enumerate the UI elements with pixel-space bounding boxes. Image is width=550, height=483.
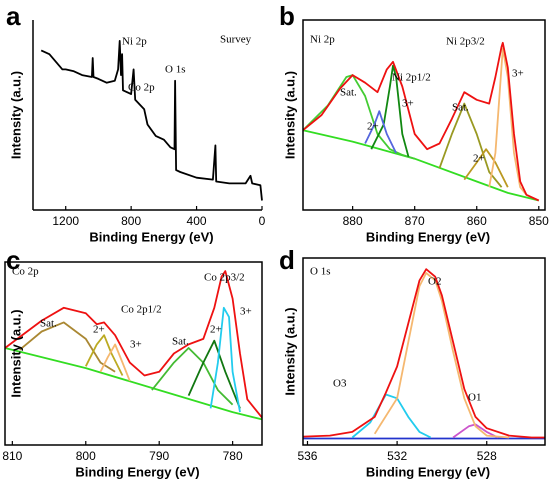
x-tick-label: 0	[259, 214, 266, 228]
annotation: Ni 2p	[122, 36, 147, 48]
plot-frame	[302, 257, 546, 446]
spectrum-line	[84, 334, 124, 376]
annotation: Ni 2p	[310, 34, 335, 46]
y-axis-label: Intensity (a.u.)	[282, 307, 297, 395]
spectrum-line	[151, 347, 234, 406]
panel-letter: c	[6, 245, 20, 275]
annotation: 3+	[130, 339, 142, 351]
annotation: Sat.	[172, 336, 189, 348]
x-tick-label: 850	[529, 214, 549, 228]
x-tick-label: 880	[343, 214, 363, 228]
x-tick-label: 800	[121, 214, 141, 228]
spectrum-line	[302, 41, 540, 202]
annotation: 2+	[93, 324, 105, 336]
x-axis-label: Binding Energy (eV)	[75, 464, 199, 479]
spectrum-line	[187, 339, 241, 409]
spectrum-line	[302, 268, 545, 439]
x-tick-label: 536	[297, 449, 317, 463]
annotation: O 1s	[165, 64, 185, 76]
x-tick-label: 780	[223, 449, 243, 463]
panel-letter: d	[279, 245, 295, 275]
y-axis-label: Intensity (a.u.)	[282, 71, 297, 159]
x-tick-label: 528	[477, 449, 497, 463]
x-tick-label: 810	[2, 449, 22, 463]
annotation: O 1s	[310, 266, 330, 278]
annotation: 2+	[367, 121, 379, 133]
x-axis-label: Binding Energy (eV)	[366, 464, 490, 479]
x-tick-label: 790	[149, 449, 169, 463]
x-tick-label: 860	[467, 214, 487, 228]
spectrum-line	[351, 393, 432, 439]
spectrum-line	[40, 40, 263, 201]
annotation: Survey	[220, 34, 252, 46]
spectrum-line	[373, 272, 510, 439]
annotation: O3	[333, 378, 347, 390]
annotation: Sat.	[452, 102, 469, 114]
x-tick-label: 400	[187, 214, 207, 228]
annotation: 2+	[473, 153, 485, 165]
annotation: 3+	[402, 98, 414, 110]
spectrum-line	[302, 129, 540, 202]
annotation: 3+	[512, 68, 524, 80]
plot-frame	[302, 19, 546, 211]
x-tick-label: 1200	[52, 214, 79, 228]
x-tick-label: 532	[387, 449, 407, 463]
annotation: O1	[468, 392, 481, 404]
annotation: Co 2p3/2	[204, 272, 245, 284]
x-tick-label: 800	[76, 449, 96, 463]
y-axis-label: Intensity (a.u.)	[8, 309, 23, 397]
x-tick-label: 870	[405, 214, 425, 228]
annotation: Co 2p	[128, 82, 155, 94]
plot-frame	[4, 261, 263, 446]
spectrum-line	[4, 270, 263, 419]
spectrum-line	[364, 110, 397, 154]
x-axis-label: Binding Energy (eV)	[366, 229, 490, 244]
annotation: Sat.	[40, 318, 57, 330]
spectrum-line	[209, 306, 241, 413]
annotation: Co 2p1/2	[121, 304, 162, 316]
spectrum-line	[4, 347, 263, 421]
annotation: 2+	[210, 324, 222, 336]
y-axis-label: Intensity (a.u.)	[8, 71, 23, 159]
x-axis-label: Binding Energy (eV)	[89, 229, 213, 244]
annotation: 3+	[240, 306, 252, 318]
panel-letter: b	[279, 1, 295, 31]
panel-letter: a	[6, 1, 21, 31]
spectrum-line	[488, 47, 528, 196]
annotation: Ni 2p3/2	[446, 36, 485, 48]
spectrum-line	[19, 321, 116, 373]
spectrum-line	[99, 343, 131, 382]
annotation: Ni 2p1/2	[392, 72, 431, 84]
spectrum-line	[463, 148, 509, 188]
annotation: O2	[428, 276, 441, 288]
annotation: Co 2p	[12, 266, 39, 278]
annotation: Sat.	[340, 87, 357, 99]
